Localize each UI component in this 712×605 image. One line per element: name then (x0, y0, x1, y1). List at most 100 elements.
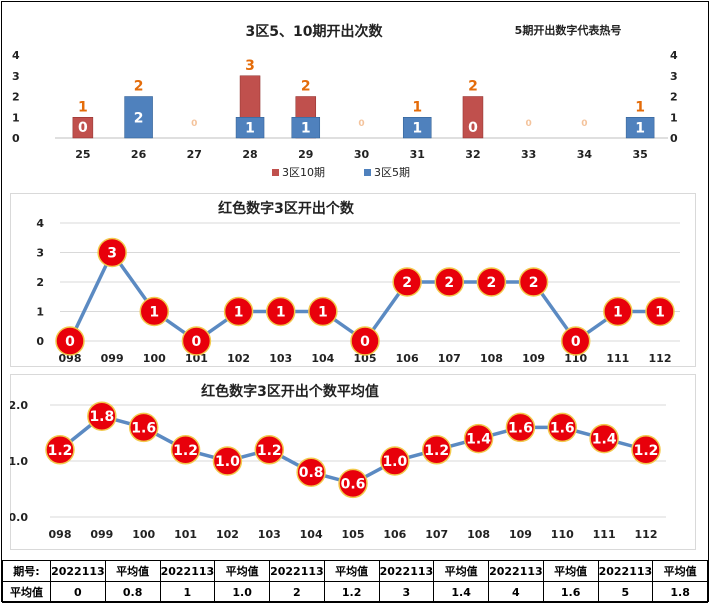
bar-label-10qi: 0 (191, 119, 197, 129)
bar-label-10qi: 1 (635, 99, 645, 115)
count-y-tick-label: 2 (36, 276, 44, 289)
bar-3qu-10qi (72, 117, 94, 139)
avg-x-tick-label: 112 (635, 528, 658, 541)
table-row: 平均值 0 0.8 1 1.0 2 1.2 3 1.4 4 1.6 5 1.8 (2, 581, 708, 603)
table-cell: 1 (159, 581, 216, 603)
table-cell: 4 (488, 581, 544, 603)
average-line-chart: 红色数字3区开出个数平均值 0.0 1.0 2.0 098 099 100 101 102 10… (10, 383, 666, 541)
avg-x-tick-label: 106 (383, 528, 406, 541)
avg-chart-panel (10, 374, 696, 550)
avg-point (631, 435, 661, 465)
avg-x-tick-label: 101 (174, 528, 197, 541)
count-x-tick-label: 110 (564, 352, 587, 365)
y-tick-label-right: 0 (670, 132, 678, 145)
avg-point (128, 412, 159, 443)
count-x-tick-label: 111 (606, 352, 629, 365)
count-point (308, 296, 338, 327)
count-x-tick-label: 104 (311, 352, 334, 365)
avg-data-label: 1.6 (508, 420, 533, 436)
bar-label-10qi: 2 (468, 79, 478, 95)
x-tick-label: 31 (410, 148, 425, 161)
x-tick-label: 35 (632, 148, 647, 161)
bar-label-10qi: 1 (412, 99, 422, 115)
x-tick-label: 28 (242, 148, 257, 161)
count-x-tick-label: 109 (522, 352, 545, 365)
avg-x-tick-label: 111 (593, 528, 616, 541)
avg-x-tick-label: 098 (49, 528, 72, 541)
legend-label-10: 3区10期 (282, 166, 325, 179)
bar-label-5qi: 1 (635, 121, 645, 137)
avg-x-tick-label: 103 (258, 528, 281, 541)
x-tick-label: 29 (298, 148, 313, 161)
avg-data-label: 1.2 (634, 443, 659, 459)
avg-data-label: 1.0 (215, 454, 240, 470)
avg-y-tick-label: 0.0 (10, 511, 28, 524)
avg-x-tick-label: 100 (132, 528, 155, 541)
count-point (139, 296, 170, 327)
avg-point (380, 446, 410, 476)
x-tick-label: 34 (577, 148, 593, 161)
table-cell: 2022113 (50, 560, 106, 582)
bar-label-5qi: 1 (245, 121, 255, 137)
y-tick-label-right: 1 (670, 111, 678, 124)
count-x-tick-label: 112 (649, 352, 672, 365)
bar-label-10qi: 0 (581, 119, 587, 129)
y-tick-label-right: 4 (670, 49, 678, 62)
bar-label-10qi: 1 (78, 99, 88, 115)
count-x-tick-label: 101 (185, 352, 208, 365)
count-data-label: 2 (402, 275, 412, 291)
avg-point (212, 446, 243, 476)
count-data-label: 1 (234, 305, 244, 321)
count-x-tick-label: 107 (438, 352, 461, 365)
avg-data-label: 1.6 (550, 420, 575, 436)
avg-chart-title: 红色数字3区开出个数平均值 (201, 383, 379, 400)
avg-point (296, 457, 326, 487)
count-data-label: 1 (276, 305, 286, 321)
avg-y-tick-label: 1.0 (10, 455, 28, 468)
avg-point (589, 423, 619, 454)
avg-point (254, 435, 285, 465)
avg-point (547, 412, 578, 443)
bar-label-5qi: 0 (78, 120, 88, 136)
count-point (560, 326, 591, 356)
table-cell: 1.6 (542, 581, 599, 603)
bar-chart-subtitle: 5期开出数字代表热号 (515, 23, 622, 37)
count-point (603, 296, 633, 327)
bar-3qu-5qi (124, 96, 153, 139)
avg-point (45, 435, 75, 465)
x-tick-label: 27 (187, 148, 202, 161)
count-data-label: 0 (65, 334, 75, 350)
y-tick-label-left: 2 (12, 91, 20, 104)
legend-swatch-10 (272, 169, 279, 176)
count-x-tick-label: 098 (59, 352, 82, 365)
avg-x-tick-label: 109 (509, 528, 532, 541)
x-tick-label: 25 (75, 148, 90, 161)
x-tick-label: 32 (465, 148, 480, 161)
bar-label-10qi: 2 (134, 79, 144, 95)
table-cell: 3 (378, 581, 435, 603)
count-point (645, 296, 675, 327)
count-data-label: 0 (360, 334, 370, 350)
bar-label-10qi: 0 (358, 119, 364, 129)
table-cell: 2 (269, 581, 325, 603)
table-cell: 1.2 (323, 581, 380, 603)
table-cell: 5 (597, 581, 654, 603)
average-table: 期号: 2022113 平均值 2022113 平均值 2022113 平均值 2022113… (2, 560, 708, 603)
count-y-tick-label: 1 (36, 306, 44, 319)
count-x-tick-label: 102 (227, 352, 250, 365)
table-cell: 2022113 (269, 560, 325, 582)
count-point (181, 326, 212, 356)
bar-3qu-5qi (235, 117, 265, 139)
bar-3qu-5qi (402, 117, 432, 139)
avg-data-label: 0.8 (299, 465, 324, 481)
count-data-label: 1 (149, 305, 159, 321)
table-cell: 平均值 (2, 581, 51, 603)
count-data-label: 3 (107, 246, 117, 262)
avg-x-tick-label: 102 (216, 528, 239, 541)
x-tick-label: 30 (354, 148, 370, 161)
x-tick-label: 33 (521, 148, 536, 161)
count-y-tick-label: 4 (36, 217, 44, 230)
count-data-label: 1 (613, 305, 623, 321)
avg-x-tick-label: 108 (467, 528, 490, 541)
